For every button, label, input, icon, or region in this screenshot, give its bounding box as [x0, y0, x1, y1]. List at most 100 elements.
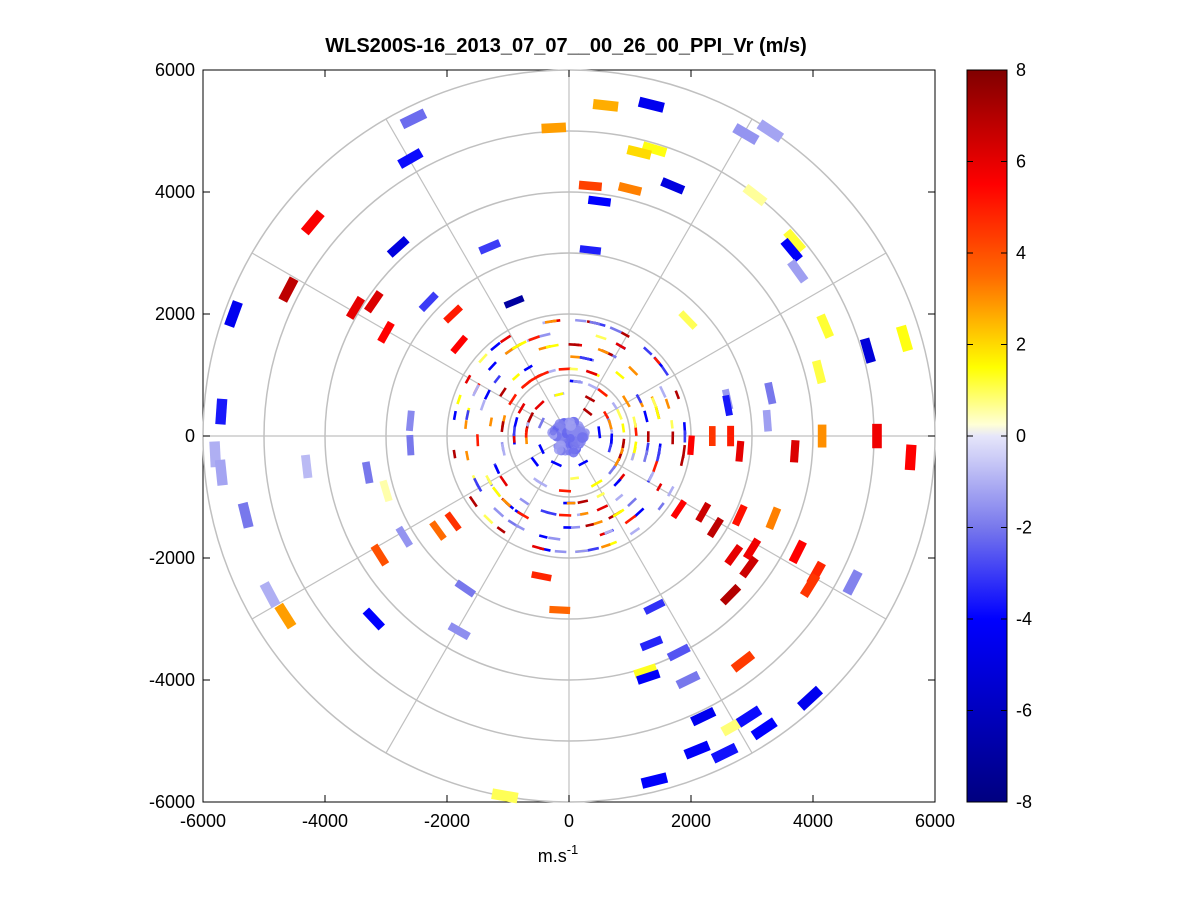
short-range-gate — [554, 392, 564, 397]
short-range-gate — [476, 434, 480, 447]
short-range-gate — [652, 459, 659, 473]
colorbar-tick-label: 4 — [1016, 243, 1026, 263]
azimuth-spoke — [568, 435, 753, 754]
short-range-gate — [642, 450, 649, 463]
short-range-gate — [483, 389, 491, 400]
short-range-gate — [488, 417, 494, 427]
data-point-81 — [730, 650, 756, 673]
data-point-20 — [300, 209, 325, 236]
data-point-43 — [735, 440, 745, 462]
data-point-8 — [578, 180, 603, 192]
x-axis-label-base: m.s — [538, 846, 567, 866]
y-tick-label: -2000 — [149, 548, 195, 568]
data-point-16 — [587, 195, 612, 207]
data-point-58 — [370, 543, 390, 567]
data-point-76 — [765, 506, 782, 530]
short-range-gate — [485, 474, 493, 486]
short-range-gate — [540, 509, 551, 515]
data-point-42 — [789, 439, 800, 463]
short-range-gate — [538, 332, 551, 338]
short-range-gate — [579, 355, 591, 361]
data-point-80 — [842, 569, 863, 596]
azimuth-spoke — [385, 118, 570, 437]
colorbar-tick-label: -8 — [1016, 792, 1032, 812]
short-range-gate — [659, 385, 667, 399]
short-range-gate — [464, 374, 472, 384]
short-range-gate — [544, 319, 557, 324]
plot-axes: -6000 -4000 -2000 0 2000 4000 6000 6000 4000 200… — [149, 60, 955, 831]
short-range-gate — [545, 343, 559, 349]
data-point-36 — [762, 409, 772, 432]
x-axis-ticks: -6000 -4000 -2000 0 2000 4000 6000 — [180, 70, 955, 831]
data-point-49 — [214, 459, 228, 486]
short-range-gate — [513, 417, 519, 429]
y-tick-label: 4000 — [155, 182, 195, 202]
data-point-45 — [727, 425, 735, 447]
colorbar-tick-label: 6 — [1016, 152, 1026, 172]
data-point-3 — [399, 108, 428, 130]
data-point-65 — [531, 571, 552, 582]
short-range-gate — [577, 499, 589, 505]
short-range-gate — [563, 526, 572, 529]
short-range-gate — [537, 417, 545, 429]
azimuth-spoke — [385, 435, 570, 754]
y-tick-label: 6000 — [155, 60, 195, 80]
short-range-gate — [493, 507, 505, 518]
short-range-gate — [500, 421, 505, 433]
short-range-gate — [616, 408, 623, 420]
data-point-51 — [361, 461, 374, 484]
short-range-gate — [582, 407, 593, 417]
x-tick-label: -6000 — [180, 811, 226, 831]
short-range-gate — [483, 514, 494, 525]
short-range-gate — [656, 446, 662, 460]
data-point-73 — [695, 501, 712, 523]
data-point-50 — [300, 454, 313, 479]
data-point-4 — [641, 141, 668, 158]
short-range-gate — [627, 497, 638, 508]
short-range-gate — [499, 475, 509, 487]
data-point-25 — [418, 291, 439, 313]
short-range-gate — [621, 423, 626, 433]
short-range-gate — [520, 379, 532, 390]
data-point-26 — [443, 304, 464, 324]
azimuth-spoke — [568, 435, 887, 620]
short-range-gate — [624, 514, 637, 525]
short-range-gate — [578, 459, 589, 467]
short-range-gate — [558, 513, 572, 517]
short-range-gate — [674, 390, 681, 400]
data-point-66 — [549, 605, 571, 615]
short-range-gate — [533, 477, 543, 486]
short-range-gate — [654, 406, 661, 420]
short-range-gate — [568, 343, 580, 347]
data-point-6 — [660, 177, 686, 195]
colorbar-tick-label: 0 — [1016, 426, 1026, 446]
short-range-gate — [647, 471, 655, 482]
data-point-64 — [447, 622, 471, 641]
data-point-59 — [395, 525, 414, 548]
short-range-gate — [554, 549, 567, 554]
short-range-gate — [511, 373, 521, 381]
short-range-gate — [471, 384, 480, 397]
data-point-44 — [708, 426, 716, 447]
near-range-gate — [577, 432, 588, 443]
short-range-gate — [512, 426, 517, 437]
short-range-gate — [632, 416, 638, 428]
data-point-85 — [633, 663, 658, 679]
short-range-gate — [519, 497, 530, 506]
short-range-gate — [523, 364, 533, 372]
short-range-gate — [478, 353, 488, 364]
x-tick-label: -4000 — [302, 811, 348, 831]
short-range-gate — [681, 444, 687, 459]
colorbar-tick-label: 8 — [1016, 60, 1026, 80]
short-range-gate — [575, 318, 587, 323]
short-range-gate — [570, 476, 580, 481]
short-range-gate — [516, 510, 530, 520]
data-point-12 — [742, 183, 768, 207]
data-point-95 — [640, 772, 669, 789]
data-point-70 — [719, 583, 742, 606]
short-range-gate — [531, 544, 545, 551]
data-point-54 — [405, 410, 415, 432]
short-range-gate — [642, 346, 653, 356]
short-range-gate — [651, 397, 658, 409]
